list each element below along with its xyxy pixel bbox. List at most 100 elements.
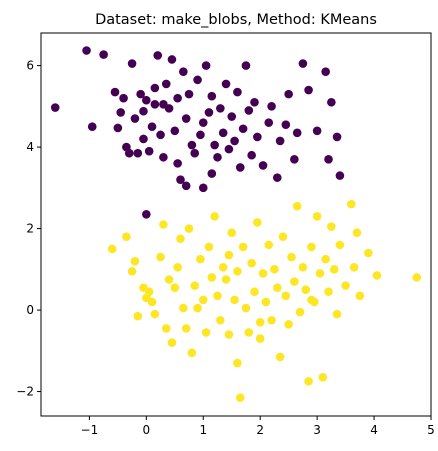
points-layer (50, 46, 422, 402)
data-point-cluster-1 (250, 287, 259, 297)
data-point-cluster-0 (332, 132, 342, 142)
chart-title: Dataset: make_blobs, Method: KMeans (95, 12, 377, 28)
data-point-cluster-0 (281, 120, 291, 129)
data-point-cluster-0 (258, 161, 268, 170)
data-point-cluster-0 (312, 126, 322, 136)
data-point-cluster-1 (258, 269, 268, 278)
data-point-cluster-1 (218, 262, 228, 272)
data-point-cluster-1 (267, 315, 276, 325)
data-point-cluster-0 (113, 123, 123, 133)
data-point-cluster-1 (161, 324, 171, 333)
data-point-cluster-1 (210, 212, 219, 221)
data-point-cluster-1 (224, 250, 234, 260)
data-point-cluster-1 (307, 242, 316, 252)
data-point-cluster-0 (139, 134, 148, 144)
data-point-cluster-1 (224, 330, 234, 339)
data-point-cluster-1 (304, 377, 313, 386)
data-point-cluster-1 (292, 201, 302, 211)
data-point-cluster-0 (218, 128, 228, 138)
data-point-cluster-1 (179, 303, 188, 313)
data-point-cluster-0 (335, 171, 345, 180)
data-point-cluster-0 (304, 85, 313, 95)
data-point-cluster-1 (144, 287, 154, 297)
data-point-cluster-1 (216, 315, 225, 325)
data-point-cluster-1 (147, 297, 157, 307)
data-point-cluster-1 (270, 265, 279, 274)
data-point-cluster-1 (349, 262, 359, 272)
data-point-cluster-0 (187, 140, 197, 150)
data-point-cluster-1 (332, 309, 342, 319)
data-point-cluster-1 (198, 295, 208, 305)
y-tick-label: 6 (26, 59, 34, 73)
data-point-cluster-0 (133, 148, 143, 158)
data-point-cluster-0 (176, 175, 185, 184)
data-point-cluster-0 (227, 112, 237, 121)
data-point-cluster-0 (156, 130, 165, 140)
data-point-cluster-1 (159, 220, 168, 229)
data-point-cluster-0 (173, 159, 182, 168)
data-point-cluster-1 (327, 222, 336, 231)
data-point-cluster-1 (255, 334, 265, 343)
data-point-cluster-0 (204, 108, 214, 117)
data-point-cluster-1 (127, 267, 137, 276)
data-point-cluster-0 (50, 103, 60, 112)
data-point-cluster-0 (173, 93, 182, 103)
data-point-cluster-1 (241, 303, 251, 313)
data-point-cluster-1 (284, 320, 293, 329)
data-point-cluster-1 (261, 297, 271, 307)
data-point-cluster-0 (238, 124, 248, 134)
data-point-cluster-1 (312, 212, 322, 221)
data-point-cluster-1 (130, 256, 140, 266)
data-point-cluster-0 (136, 89, 145, 99)
data-point-cluster-1 (122, 232, 131, 242)
data-point-cluster-0 (324, 155, 333, 164)
data-point-cluster-1 (187, 348, 197, 358)
data-point-cluster-0 (87, 122, 97, 132)
data-point-cluster-0 (230, 136, 239, 146)
data-point-cluster-1 (264, 240, 274, 250)
data-point-cluster-0 (216, 104, 225, 113)
data-point-cluster-0 (284, 89, 293, 99)
data-point-cluster-0 (184, 89, 194, 99)
y-tick-label: 2 (26, 222, 34, 236)
data-point-cluster-1 (170, 283, 180, 292)
data-point-cluster-1 (235, 393, 245, 402)
data-point-cluster-1 (272, 283, 282, 292)
data-point-cluster-1 (207, 273, 217, 282)
data-point-cluster-0 (193, 75, 202, 85)
data-point-cluster-0 (201, 61, 211, 70)
x-tick-label: 1 (199, 423, 207, 437)
data-point-cluster-0 (181, 114, 191, 123)
y-tick-label: 4 (26, 140, 34, 154)
data-point-cluster-1 (167, 338, 177, 347)
data-point-cluster-0 (99, 50, 108, 59)
data-point-cluster-0 (181, 181, 191, 191)
data-point-cluster-0 (153, 51, 163, 60)
data-point-cluster-0 (272, 173, 282, 182)
data-point-cluster-0 (142, 210, 151, 219)
data-point-cluster-1 (290, 277, 299, 286)
data-point-cluster-1 (176, 234, 185, 244)
data-point-cluster-0 (198, 183, 208, 193)
data-point-cluster-1 (307, 295, 316, 305)
x-tick-label: 3 (313, 423, 321, 437)
data-point-cluster-1 (287, 252, 296, 262)
x-tick-label: 4 (370, 423, 378, 437)
data-point-cluster-1 (341, 281, 350, 290)
data-point-cluster-1 (364, 248, 373, 258)
data-point-cluster-0 (247, 150, 256, 160)
data-point-cluster-1 (233, 267, 242, 276)
data-point-cluster-0 (150, 100, 160, 109)
data-point-cluster-0 (144, 146, 154, 156)
data-point-cluster-1 (372, 271, 382, 280)
data-point-cluster-0 (207, 169, 217, 178)
data-point-cluster-0 (233, 87, 242, 97)
data-point-cluster-0 (82, 46, 91, 55)
data-point-cluster-0 (170, 126, 180, 136)
data-point-cluster-1 (355, 291, 365, 301)
data-point-cluster-0 (244, 106, 254, 115)
data-point-cluster-0 (321, 67, 330, 77)
data-point-cluster-1 (213, 291, 222, 301)
data-point-cluster-0 (127, 59, 137, 68)
